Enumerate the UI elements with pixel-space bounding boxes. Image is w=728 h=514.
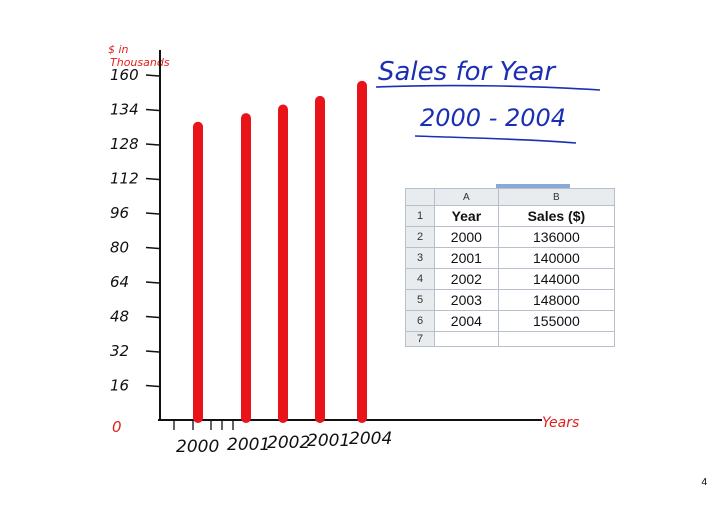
x-tick-label: 2001	[227, 435, 270, 455]
y-tick	[145, 74, 160, 77]
y-tick-label: 32	[110, 342, 129, 360]
header-cell-year: Year	[434, 205, 499, 227]
sales-cell: 140000	[497, 247, 616, 269]
y-tick-label: 128	[110, 135, 139, 153]
row-number: 7	[405, 331, 435, 347]
row-number: 6	[405, 310, 435, 332]
y-tick	[145, 281, 160, 284]
y-tick	[145, 350, 160, 353]
spreadsheet-table: A B 1 Year Sales ($) 2 2000 136000 3 200…	[405, 188, 616, 347]
x-tick-label: 2001	[307, 431, 350, 451]
sales-cell: 136000	[497, 226, 616, 248]
page-number: 4	[701, 477, 707, 488]
column-selection-marker	[496, 184, 570, 188]
y-tick-label: 16	[110, 377, 129, 395]
y-tick-label: 80	[110, 239, 129, 257]
y-tick-label: 160	[110, 66, 139, 84]
corner-cell	[405, 188, 435, 206]
table-row: 7	[405, 331, 616, 347]
x-tick-label: 2002	[267, 433, 310, 453]
y-tick	[145, 212, 160, 215]
y-tick	[145, 143, 160, 146]
header-cell-sales: Sales ($)	[497, 205, 616, 227]
year-cell	[434, 331, 499, 347]
y-tick-label: 0	[112, 418, 122, 436]
x-ticks	[173, 420, 234, 430]
y-tick-label: 96	[110, 204, 129, 222]
subtitle-underline	[414, 135, 577, 144]
y-tick-label: 64	[110, 273, 129, 291]
x-axis-label: Years	[542, 415, 579, 431]
table-row: 3 2001 140000	[405, 247, 616, 269]
year-cell: 2003	[434, 289, 499, 311]
y-tick	[145, 108, 160, 112]
table-row: 1 Year Sales ($)	[405, 205, 616, 227]
year-cell: 2001	[434, 247, 499, 269]
y-ticks: 0 16 32 48 64 80 96 112 128 134 160	[110, 66, 160, 436]
table-row: 5 2003 148000	[405, 289, 616, 311]
year-cell: 2004	[434, 310, 499, 332]
row-number: 5	[405, 289, 435, 311]
row-number: 3	[405, 247, 435, 269]
column-header-b: B	[497, 188, 616, 206]
year-cell: 2002	[434, 268, 499, 290]
y-tick	[145, 315, 160, 319]
bars	[193, 80, 367, 423]
table-row: 6 2004 155000	[405, 310, 616, 332]
y-axis-label: $ in Thousands	[108, 43, 170, 69]
sales-cell: 148000	[497, 289, 616, 311]
sales-cell	[497, 331, 616, 347]
y-tick	[145, 246, 160, 250]
column-header-a: A	[434, 188, 499, 206]
y-tick-label: 134	[110, 101, 139, 119]
y-tick	[145, 384, 160, 388]
y-tick-label: 112	[110, 170, 139, 188]
row-number: 2	[405, 226, 435, 248]
x-tick-label: 2004	[349, 429, 392, 449]
x-tick-label: 2000	[176, 437, 219, 457]
year-cell: 2000	[434, 226, 499, 248]
y-tick-label: 48	[110, 308, 129, 326]
chart-title: Sales for Year	[378, 57, 557, 87]
title-underline	[375, 84, 601, 91]
row-number: 4	[405, 268, 435, 290]
table-row: 2 2000 136000	[405, 226, 616, 248]
chart-subtitle: 2000 - 2004	[420, 104, 566, 132]
y-tick	[145, 177, 160, 181]
table-row: 4 2002 144000	[405, 268, 616, 290]
sales-cell: 155000	[497, 310, 616, 332]
sales-cell: 144000	[497, 268, 616, 290]
row-number: 1	[405, 205, 435, 227]
